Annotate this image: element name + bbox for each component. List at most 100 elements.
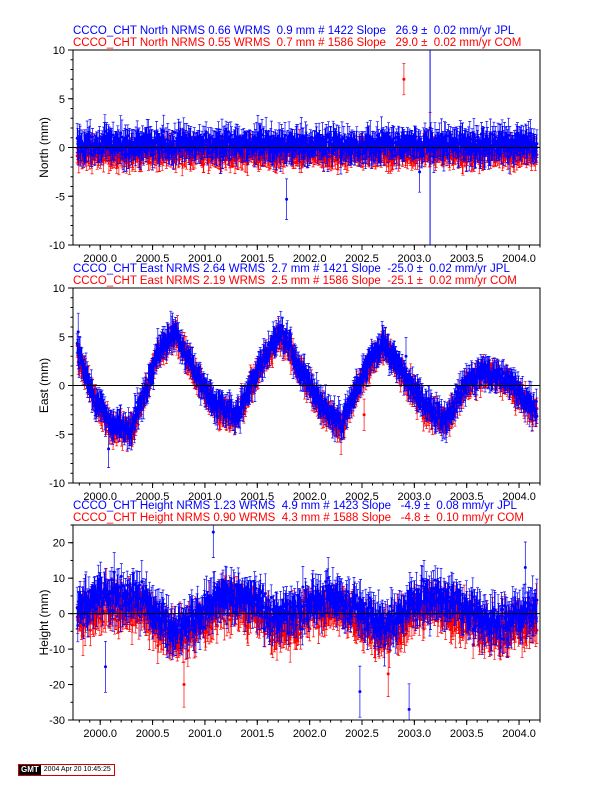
data-point-jpl bbox=[79, 355, 83, 359]
data-point-com bbox=[182, 683, 186, 686]
data-point-jpl bbox=[138, 583, 141, 587]
data-point-jpl bbox=[365, 366, 369, 369]
data-point-jpl bbox=[493, 379, 497, 383]
data-point-jpl bbox=[470, 370, 473, 374]
data-point-jpl bbox=[346, 617, 350, 621]
data-point-jpl bbox=[437, 408, 441, 412]
data-point-jpl bbox=[476, 135, 480, 139]
data-point-jpl bbox=[339, 426, 343, 430]
data-point-jpl bbox=[363, 620, 367, 624]
data-point-jpl bbox=[78, 134, 81, 138]
data-point-jpl bbox=[125, 424, 129, 428]
data-point-com bbox=[117, 161, 121, 165]
data-point-jpl bbox=[158, 349, 162, 353]
data-point-jpl bbox=[221, 401, 225, 405]
data-point-jpl bbox=[190, 608, 194, 612]
data-point-jpl bbox=[512, 151, 516, 155]
data-point-jpl bbox=[310, 593, 314, 597]
data-point-jpl bbox=[100, 148, 104, 151]
data-point-jpl bbox=[82, 596, 86, 600]
data-point-jpl bbox=[410, 592, 414, 595]
data-point-jpl bbox=[152, 371, 156, 375]
data-point-jpl bbox=[143, 394, 147, 398]
data-point-jpl bbox=[224, 601, 228, 605]
data-point-jpl bbox=[119, 131, 123, 135]
data-point-jpl bbox=[293, 609, 297, 613]
data-point-jpl bbox=[423, 602, 427, 606]
data-point-jpl bbox=[344, 404, 348, 408]
data-point-jpl bbox=[460, 386, 464, 390]
data-point-jpl bbox=[218, 592, 222, 596]
data-point-jpl bbox=[530, 406, 534, 410]
data-point-jpl bbox=[324, 585, 328, 589]
data-point-jpl bbox=[463, 138, 467, 141]
data-point-jpl bbox=[89, 382, 93, 386]
data-point-jpl bbox=[227, 416, 231, 420]
data-point-jpl bbox=[521, 138, 525, 142]
data-point-jpl bbox=[334, 603, 338, 607]
data-point-jpl bbox=[198, 625, 202, 629]
data-point-jpl bbox=[418, 170, 422, 174]
data-point-jpl bbox=[203, 132, 207, 136]
data-point-com bbox=[222, 619, 226, 623]
data-point-jpl bbox=[205, 387, 209, 391]
data-point-jpl bbox=[192, 142, 196, 146]
data-point-jpl bbox=[140, 598, 144, 602]
data-point-jpl bbox=[491, 371, 495, 375]
data-point-jpl bbox=[85, 375, 89, 379]
data-point-jpl bbox=[455, 138, 459, 142]
y-tick-label: -10 bbox=[49, 478, 65, 490]
data-point-jpl bbox=[217, 396, 221, 400]
data-point-jpl bbox=[277, 613, 281, 617]
data-point-jpl bbox=[289, 138, 293, 142]
data-point-jpl bbox=[206, 607, 210, 611]
data-point-jpl bbox=[227, 149, 231, 153]
data-point-jpl bbox=[276, 617, 280, 621]
data-point-jpl bbox=[364, 602, 368, 606]
data-point-jpl bbox=[226, 140, 230, 144]
data-point-jpl bbox=[242, 597, 245, 601]
data-point-jpl bbox=[451, 149, 455, 152]
data-point-jpl bbox=[212, 397, 216, 400]
data-point-jpl bbox=[259, 591, 263, 595]
data-point-jpl bbox=[426, 144, 430, 148]
data-point-jpl bbox=[181, 626, 185, 630]
data-point-jpl bbox=[185, 143, 189, 147]
data-point-jpl bbox=[111, 609, 115, 613]
data-point-jpl bbox=[419, 591, 423, 594]
data-point-jpl bbox=[126, 421, 130, 425]
data-point-jpl bbox=[109, 139, 113, 143]
data-point-jpl bbox=[103, 583, 107, 587]
data-point-jpl bbox=[351, 397, 355, 401]
data-point-jpl bbox=[280, 607, 284, 611]
data-point-jpl bbox=[323, 607, 327, 611]
data-point-com bbox=[101, 620, 105, 624]
data-point-jpl bbox=[183, 354, 187, 358]
data-point-jpl bbox=[179, 340, 183, 344]
data-point-jpl bbox=[155, 602, 159, 606]
data-point-jpl bbox=[410, 137, 413, 141]
data-point-jpl bbox=[232, 589, 235, 593]
data-point-jpl bbox=[490, 151, 493, 155]
data-point-jpl bbox=[247, 144, 251, 148]
data-point-jpl bbox=[347, 409, 350, 412]
data-point-jpl bbox=[434, 416, 438, 420]
data-point-jpl bbox=[404, 618, 408, 621]
data-point-jpl bbox=[497, 144, 501, 148]
data-point-jpl bbox=[96, 151, 100, 155]
data-point-jpl bbox=[505, 144, 509, 148]
data-point-jpl bbox=[296, 137, 300, 141]
data-point-jpl bbox=[423, 133, 427, 137]
data-point-jpl bbox=[401, 617, 405, 621]
data-point-jpl bbox=[260, 368, 264, 372]
data-point-jpl bbox=[263, 592, 267, 596]
data-point-jpl bbox=[339, 155, 343, 159]
data-point-jpl bbox=[432, 408, 436, 412]
data-point-jpl bbox=[358, 150, 362, 154]
data-point-jpl bbox=[448, 136, 452, 140]
data-point-jpl bbox=[80, 607, 84, 611]
data-point-jpl bbox=[461, 392, 465, 396]
data-point-jpl bbox=[176, 629, 180, 633]
data-point-jpl bbox=[510, 144, 514, 148]
data-point-jpl bbox=[420, 391, 423, 394]
